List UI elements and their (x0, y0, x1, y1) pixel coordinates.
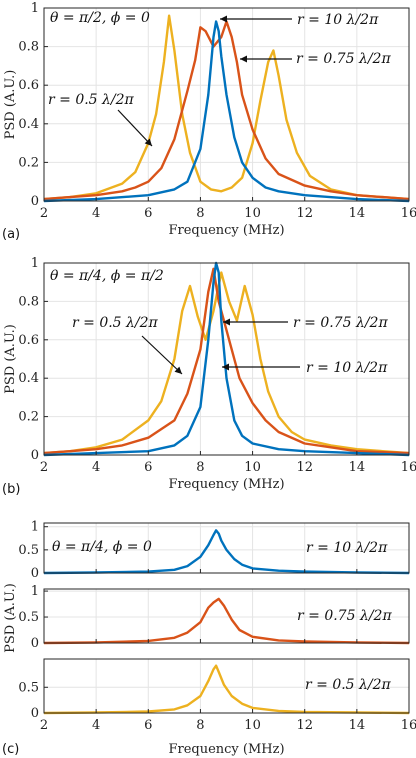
y-axis-label: PSD (A.U.) (3, 583, 18, 653)
plot-frame (43, 262, 410, 456)
annotation-label: r = 0.75 λ/2π (293, 315, 388, 331)
x-tick-label: 12 (296, 206, 313, 221)
annotation-label: r = 10 λ/2π (297, 12, 379, 28)
x-tick-label: 16 (401, 206, 416, 221)
panel-title: θ = π/2, ϕ = 0 (50, 10, 150, 26)
y-tick-label: 0.4 (18, 117, 39, 132)
x-tick-label: 4 (92, 206, 100, 221)
y-tick-label: 1 (31, 520, 39, 535)
x-tick-label: 4 (92, 718, 100, 733)
annotation-label: r = 10 λ/2π (306, 360, 388, 376)
x-tick-label: 6 (144, 460, 152, 475)
x-tick-label: 6 (144, 718, 152, 733)
y-tick-label: 0.8 (18, 40, 39, 55)
x-tick-label: 8 (196, 460, 204, 475)
x-tick-label: 16 (401, 718, 416, 733)
x-axis-label: Frequency (MHz) (168, 223, 284, 238)
x-tick-label: 14 (349, 718, 366, 733)
panel-title: θ = π/4, ϕ = π/2 (50, 268, 164, 284)
x-tick-label: 10 (244, 460, 261, 475)
y-tick-label: 0.5 (18, 610, 39, 625)
x-tick-label: 16 (401, 460, 416, 475)
subplot: 0 0.5 1 r = 0.75 λ/2π (18, 584, 410, 651)
x-tick-label: 2 (40, 460, 48, 475)
panel-label: (b) (2, 482, 20, 497)
y-tick-label: 0.5 (18, 543, 39, 558)
x-tick-label: 8 (196, 206, 204, 221)
x-tick-label: 2 (40, 206, 48, 221)
x-tick-label: 8 (196, 718, 204, 733)
series-line (43, 597, 410, 645)
y-tick-label: 0 (31, 448, 39, 463)
y-axis-label: PSD (A.U.) (3, 70, 18, 140)
y-tick-label: 0 (31, 194, 39, 209)
series-line (43, 20, 410, 201)
series-line (43, 271, 410, 455)
y-tick-label: 0.6 (18, 78, 39, 93)
y-tick-label: 0.6 (18, 333, 39, 348)
y-tick-label: 0.5 (18, 680, 39, 695)
x-tick-label: 10 (244, 206, 261, 221)
annotation-arrowhead (223, 318, 230, 326)
series-line (43, 261, 410, 457)
x-axis-label: Frequency (MHz) (168, 742, 284, 757)
panel-c: 0 0.5 1 r = 10 λ/2π 0 0.5 1 r = 0.75 λ/2π 2 4 6 8 10… (2, 520, 416, 757)
series-line (43, 14, 410, 201)
x-tick-label: 4 (92, 460, 100, 475)
y-tick-label: 0.2 (18, 410, 39, 425)
plot-frame (43, 658, 410, 714)
y-tick-label: 0.2 (18, 155, 39, 170)
y-tick-label: 0.8 (18, 294, 39, 309)
x-axis-label: Frequency (MHz) (168, 477, 284, 492)
subplot: 0 0.5 1 r = 10 λ/2π (18, 520, 410, 581)
subplot-label: r = 0.75 λ/2π (297, 608, 392, 624)
plot-frame (43, 588, 410, 644)
y-tick-label: 1 (31, 1, 39, 16)
x-tick-label: 14 (349, 460, 366, 475)
panel-label: (c) (2, 742, 19, 757)
series-line (43, 529, 410, 575)
annotation-label: r = 0.5 λ/2π (48, 92, 135, 108)
annotation-label: r = 0.5 λ/2π (72, 315, 159, 331)
series-line (43, 267, 410, 455)
annotation-arrow (141, 335, 183, 375)
panel-a: 2 4 6 8 10 12 14 16 0 0.2 0.4 0.6 0.8 1 Frequency (MHz… (2, 1, 416, 242)
x-tick-label: 2 (40, 718, 48, 733)
x-tick-label: 6 (144, 206, 152, 221)
x-tick-label: 12 (296, 460, 313, 475)
annotation-arrowhead (222, 363, 229, 371)
y-tick-label: 0 (31, 706, 39, 721)
plot-frame (43, 522, 410, 574)
y-tick-label: 1 (31, 584, 39, 599)
series-line (43, 20, 410, 203)
annotation-arrowhead (174, 366, 182, 374)
annotation-arrow (117, 109, 153, 147)
subplot-label: r = 0.5 λ/2π (305, 677, 392, 693)
annotation-arrowhead (220, 15, 227, 23)
subplot: 2 4 6 8 10 12 14 16 0 0.5 r = 0.5 λ/2π (18, 658, 416, 733)
y-tick-label: 1 (31, 256, 39, 271)
y-tick-label: 0 (31, 566, 39, 581)
x-tick-label: 14 (349, 206, 366, 221)
annotation-arrowhead (144, 138, 152, 146)
y-tick-label: 0 (31, 636, 39, 651)
panel-title: θ = π/4, ϕ = 0 (52, 539, 152, 555)
y-axis-label: PSD (A.U.) (3, 324, 18, 394)
annotation-arrowhead (240, 55, 247, 63)
x-tick-label: 10 (244, 718, 261, 733)
panel-label: (a) (2, 227, 20, 242)
plot-frame (43, 7, 410, 202)
series-line (43, 664, 410, 715)
panel-b: 2 4 6 8 10 12 14 16 0 0.2 0.4 0.6 0.8 1 Frequency (MHz… (2, 256, 416, 497)
x-tick-label: 12 (296, 718, 313, 733)
y-tick-label: 0.4 (18, 371, 39, 386)
annotation-label: r = 0.75 λ/2π (296, 51, 391, 67)
subplot-label: r = 10 λ/2π (306, 540, 388, 556)
